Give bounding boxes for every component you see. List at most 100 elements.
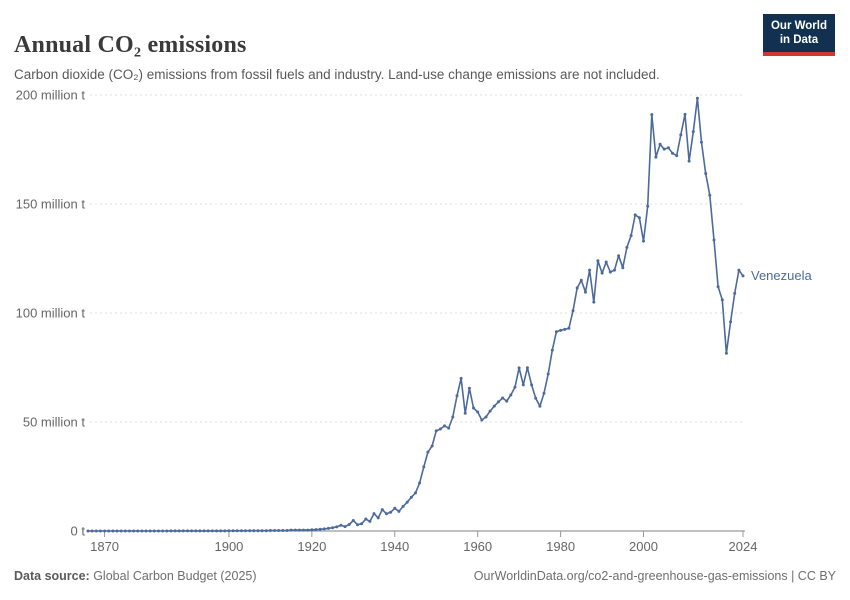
data-point [666, 146, 670, 150]
data-point [720, 298, 724, 302]
data-point [405, 500, 409, 504]
x-axis-tick-label: 1920 [297, 539, 326, 554]
page-title: Annual CO₂ emissions [14, 32, 247, 59]
data-point [596, 259, 600, 263]
data-point [385, 512, 388, 516]
data-point [389, 510, 393, 514]
data-point [322, 527, 326, 531]
data-point [210, 529, 214, 533]
data-point [733, 291, 737, 295]
data-point [393, 506, 397, 510]
data-point [186, 529, 189, 533]
data-point [488, 409, 492, 413]
data-point [737, 268, 741, 272]
data-point [658, 142, 662, 146]
data-point [177, 529, 181, 533]
data-point [169, 529, 173, 533]
data-point [331, 526, 335, 530]
data-point [625, 245, 629, 249]
x-axis-tick-label: 1870 [90, 539, 119, 554]
data-point [546, 372, 550, 376]
data-point [244, 529, 247, 533]
data-point [194, 529, 198, 533]
data-point [604, 260, 608, 264]
data-source-label: Data source: [14, 569, 90, 583]
data-point [302, 528, 306, 532]
x-axis-tick-label: 1960 [463, 539, 492, 554]
y-axis-tick-label: 200 million t [16, 88, 86, 103]
data-point [360, 522, 364, 526]
data-point [277, 529, 281, 532]
y-axis-tick-label: 50 million t [23, 415, 86, 430]
data-point [347, 523, 351, 526]
data-point [198, 529, 202, 533]
x-axis-tick-label: 2000 [629, 539, 658, 554]
data-point [256, 529, 260, 533]
data-point [148, 529, 152, 533]
data-point [575, 286, 579, 290]
data-point [592, 300, 596, 304]
chart-subtitle: Carbon dioxide (CO₂) emissions from foss… [14, 66, 660, 82]
data-point [683, 112, 687, 116]
data-point [144, 529, 148, 533]
data-point [704, 172, 708, 175]
data-point [642, 239, 645, 243]
data-point [219, 529, 223, 533]
entity-label: Venezuela [751, 268, 812, 283]
data-point [285, 529, 289, 532]
data-point [716, 285, 720, 289]
data-point [372, 512, 376, 516]
data-point [455, 394, 459, 398]
data-point [297, 528, 301, 532]
data-point [492, 404, 496, 408]
data-point [165, 529, 169, 533]
data-point [181, 529, 185, 533]
data-point [264, 529, 268, 533]
data-point [567, 326, 571, 330]
data-point [675, 154, 679, 158]
data-point [600, 271, 604, 275]
data-point [654, 155, 658, 159]
data-point [687, 159, 691, 163]
y-axis-tick-label: 0 t [71, 524, 86, 539]
data-point [281, 529, 285, 532]
series-path [87, 97, 744, 532]
owid-url-link[interactable]: OurWorldinData.org/co2-and-greenhouse-ga… [473, 569, 836, 583]
data-point [152, 529, 156, 533]
data-point [438, 427, 442, 431]
data-point [157, 529, 160, 533]
data-point [306, 528, 310, 532]
data-point [310, 528, 314, 532]
data-point [637, 216, 641, 220]
data-point [434, 429, 438, 433]
data-point [584, 290, 587, 294]
data-point [617, 254, 621, 258]
data-point [662, 147, 666, 151]
data-point [496, 400, 500, 404]
y-axis-tick-label: 100 million t [16, 306, 86, 321]
data-point [409, 495, 413, 499]
data-point [161, 529, 165, 533]
data-point [505, 399, 509, 403]
data-point [335, 525, 339, 529]
data-point [426, 450, 430, 454]
data-point [115, 529, 119, 533]
data-point [364, 517, 368, 521]
data-point [629, 234, 633, 238]
data-point [679, 133, 683, 137]
data-point [691, 130, 695, 134]
data-point [206, 529, 210, 533]
venezuela-series-line [86, 96, 745, 533]
data-point [467, 386, 471, 390]
y-axis-tick-label: 150 million t [16, 197, 86, 212]
data-point [521, 383, 525, 387]
data-point [119, 529, 123, 533]
data-point [128, 529, 131, 533]
data-point [708, 193, 712, 197]
data-point [525, 366, 529, 370]
data-point [463, 411, 467, 415]
data-point [289, 528, 293, 532]
data-point [98, 529, 102, 533]
data-point [111, 529, 115, 533]
owid-logo[interactable]: Our World in Data [762, 14, 835, 56]
